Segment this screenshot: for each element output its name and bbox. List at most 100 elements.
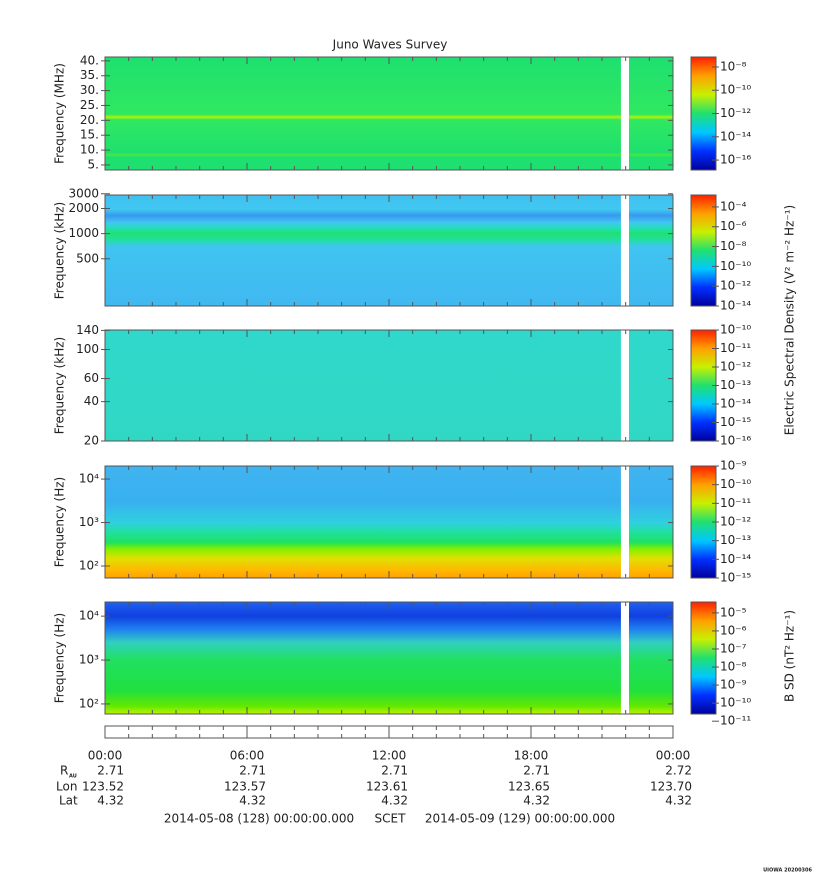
ephemeris-value: 4.32 — [381, 794, 408, 808]
y-tick-label: 500 — [76, 251, 99, 265]
ephemeris-value: 123.52 — [82, 780, 124, 794]
x-tick-label: 00:00 — [656, 749, 691, 763]
colorbar-tick-label: 10⁻⁹ — [720, 678, 747, 692]
y-tick-label: 20. — [80, 113, 99, 127]
colorbar-tick-label: 10⁻¹² — [720, 106, 751, 120]
colorbar — [690, 56, 717, 171]
colorbar-tick-label: 10⁻¹⁵ — [720, 415, 751, 429]
y-tick-label: 1000 — [68, 226, 99, 240]
colorbar-tick-label: 10⁻⁸ — [720, 660, 747, 674]
colorbar-tick-label: 10⁻⁶ — [720, 623, 747, 637]
colorbar-tick-label: 10⁻¹⁴ — [720, 397, 751, 411]
colorbar — [690, 194, 717, 307]
ephemeris-value: 4.32 — [665, 794, 692, 808]
ephemeris-value: 2.71 — [97, 764, 124, 778]
x-tick-label: 06:00 — [230, 749, 265, 763]
y-axis-label: Frequency (kHz) — [53, 202, 67, 299]
colorbar-tick-label: 10⁻¹⁴ — [720, 299, 751, 313]
spectrogram — [105, 602, 673, 714]
colorbar-title: Electric Spectral Density (V² m⁻² Hz⁻¹) — [783, 205, 797, 435]
colorbar-tick-label: 10⁻¹⁵ — [720, 571, 751, 585]
colorbar-tick-label: 10⁻¹⁰ — [720, 259, 751, 273]
colorbar-tick-label: 10⁻¹¹ — [720, 714, 751, 728]
colorbar-tick-label: 10⁻¹⁴ — [720, 552, 751, 566]
colorbar-tick-label: 10⁻¹¹ — [720, 496, 751, 510]
colorbar-tick-label: 10⁻⁸ — [720, 239, 747, 253]
colorbar-tick-label: 10⁻¹³ — [720, 533, 751, 547]
scet-end: 2014-05-09 (129) 00:00:00.000 — [425, 812, 615, 826]
y-tick-label: 2000 — [68, 201, 99, 215]
data-gap — [620, 466, 629, 578]
colorbar — [690, 329, 717, 442]
colorbar-tick-label: 10⁻¹⁶ — [720, 434, 751, 448]
ephemeris-label: Lat — [59, 794, 78, 808]
colorbar-tick-label: 10⁻⁵ — [720, 605, 747, 619]
y-tick-label: 10⁴ — [79, 472, 99, 486]
y-tick-label: 10² — [79, 696, 99, 710]
data-gap — [620, 330, 629, 441]
ephemeris-value: 123.65 — [508, 780, 550, 794]
data-gap — [620, 195, 629, 306]
colorbar-tick-label: 10⁻¹⁴ — [720, 129, 751, 143]
y-tick-label: 25. — [80, 98, 99, 112]
y-tick-label: 10⁴ — [79, 609, 99, 623]
spectrogram — [105, 330, 673, 441]
y-tick-label: 60 — [84, 371, 99, 385]
y-tick-label: 30. — [80, 83, 99, 97]
colorbar-tick-label: 10⁻¹² — [720, 279, 751, 293]
colorbar-tick-label: 10⁻⁶ — [720, 219, 747, 233]
colorbar-title: B SD (nT² Hz⁻¹) — [783, 610, 797, 702]
scet-label: SCET — [375, 812, 407, 826]
y-tick-label: 10³ — [79, 515, 99, 529]
colorbar — [690, 601, 717, 715]
y-axis-label: Frequency (kHz) — [53, 337, 67, 434]
y-tick-label: 10² — [79, 559, 99, 573]
colorbar-tick-label: 10⁻¹⁰ — [720, 696, 751, 710]
spectrogram — [105, 466, 673, 578]
ephemeris-value: 4.32 — [523, 794, 550, 808]
colorbar-tick-label: 10⁻¹⁶ — [720, 153, 751, 167]
y-tick-label: 10. — [80, 143, 99, 157]
y-axis-label: Frequency (Hz) — [53, 477, 67, 568]
y-tick-label: 100 — [76, 342, 99, 356]
colorbar-tick-label: 10⁻¹² — [720, 515, 751, 529]
ephemeris-value: 4.32 — [239, 794, 266, 808]
colorbar-tick-label: 10⁻¹⁰ — [720, 83, 751, 97]
ephemeris-value: 2.71 — [239, 764, 266, 778]
ephemeris-value: 123.70 — [650, 780, 692, 794]
spectrogram — [105, 195, 673, 306]
y-tick-label: 20 — [84, 434, 99, 448]
colorbar-tick-label: 10⁻⁸ — [720, 59, 747, 73]
colorbar — [690, 465, 717, 579]
colorbar-tick-label: 10⁻⁷ — [720, 641, 747, 655]
y-tick-label: 5. — [88, 157, 99, 171]
colorbar-tick-label: 10⁻¹² — [720, 360, 751, 374]
spectrogram — [105, 57, 673, 170]
y-tick-label: 10³ — [79, 653, 99, 667]
y-tick-label: 40 — [84, 394, 99, 408]
ephemeris-value: 2.71 — [381, 764, 408, 778]
y-tick-label: 140 — [76, 323, 99, 337]
ephemeris-value: 123.57 — [224, 780, 266, 794]
y-tick-label: 35. — [80, 68, 99, 82]
colorbar-tick-label: 10⁻⁴ — [720, 199, 747, 213]
ephemeris-label: Lon — [56, 780, 77, 794]
colorbar-tick-label: 10⁻¹³ — [720, 378, 751, 392]
colorbar-tick-label: 10⁻¹⁰ — [720, 477, 751, 491]
x-tick-label: 18:00 — [514, 749, 549, 763]
ephemeris-value: 4.32 — [97, 794, 124, 808]
ephemeris-subscript: AU — [69, 774, 77, 780]
x-tick-label: 00:00 — [88, 749, 123, 763]
credit: UIOWA 20200306 — [763, 868, 812, 874]
colorbar-tick-label: 10⁻⁹ — [720, 459, 747, 473]
y-axis-label: Frequency (MHz) — [53, 63, 67, 164]
title: Juno Waves Survey — [332, 38, 448, 52]
colorbar-tick-label: 10⁻¹¹ — [720, 341, 751, 355]
x-tick-label: 12:00 — [372, 749, 407, 763]
y-axis-label: Frequency (Hz) — [53, 613, 67, 704]
ephemeris-value: 123.61 — [366, 780, 408, 794]
scet-start: 2014-05-08 (128) 00:00:00.000 — [164, 812, 354, 826]
colorbar-tick-label: 10⁻¹⁰ — [720, 323, 751, 337]
ephemeris-label: R — [60, 764, 68, 778]
